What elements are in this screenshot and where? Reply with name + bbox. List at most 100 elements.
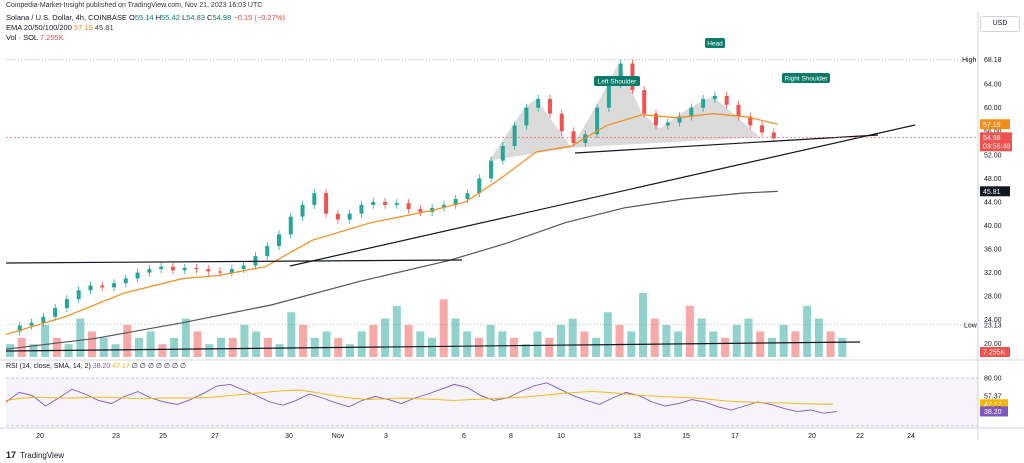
close-label: C [207, 13, 213, 22]
current-price-tag-bg [980, 132, 1012, 152]
candle-body [701, 98, 706, 108]
candle-body [477, 178, 482, 194]
price-tick-label: 24.00 [984, 317, 1002, 324]
volume-bar [41, 325, 50, 357]
annotation-box [594, 76, 640, 86]
candle-body [642, 90, 647, 114]
volume-bar [592, 337, 601, 357]
ema-fast-tag-bg [980, 119, 1010, 130]
volume-bar [767, 337, 776, 357]
annotation-box [782, 73, 830, 83]
rsi-label: RSI (14, close, SMA, 14, 2) [6, 363, 91, 370]
volume-value: 7.255K [39, 33, 64, 42]
candle-body [441, 204, 446, 208]
ema-slow-value: 45.81 [94, 23, 114, 32]
candle-body [654, 113, 658, 126]
candle-body [194, 267, 199, 270]
price-tick-label: 52.00 [984, 152, 1002, 159]
rsi-legend[interactable]: RSI (14, close, SMA, 14, 2) 38.20 47.17 … [6, 362, 186, 370]
volume-bar [814, 318, 823, 357]
resistance-trendline [5, 259, 463, 264]
volume-bar [299, 325, 308, 357]
candle-body [536, 98, 541, 108]
rsi-tick-label: 47.17 [984, 402, 1002, 409]
volume-bar [685, 305, 694, 357]
candle-body [276, 234, 281, 247]
ema-fast-value: 57.19 [73, 23, 93, 32]
rising-trendline [289, 124, 916, 267]
price-tick-label: 28.00 [984, 294, 1002, 301]
volume-bar [217, 337, 225, 357]
volume-bar [76, 318, 85, 357]
volume-bar [146, 331, 155, 357]
volume-bar [357, 331, 366, 357]
price-tick-label: 20.00 [984, 341, 1002, 348]
publisher-text: Coinpedia-Market-Insight published on Tr… [6, 2, 263, 9]
price-tick-label: 36.00 [984, 247, 1002, 254]
volume-bar [416, 331, 425, 357]
volume-bar [474, 337, 483, 357]
volume-bar [568, 318, 577, 357]
time-tick-label: 30 [285, 433, 293, 440]
vol-tag: 7.255K [983, 350, 1006, 357]
volume-bar [275, 344, 284, 357]
tradingview-logo-icon[interactable]: 17 [6, 450, 17, 460]
change-value: −0.15 (−0.27%) [233, 13, 286, 22]
candle-body [206, 269, 211, 272]
candle-body [335, 213, 340, 220]
symbol-title[interactable]: Solana / U.S. Dollar, 4h, COINBASE [6, 13, 127, 22]
volume-bar [603, 312, 612, 357]
time-tick-label: 22 [856, 433, 864, 440]
candle-body [465, 193, 470, 199]
candle-body [29, 322, 34, 326]
volume-bar [88, 331, 97, 357]
candle-body [689, 107, 694, 117]
candle-body [41, 316, 46, 323]
high-value: 55.42 [161, 13, 180, 22]
currency-button[interactable]: USD [980, 16, 1020, 32]
volume-bar [111, 344, 120, 357]
candle-body [453, 199, 458, 205]
volume-bar [826, 331, 835, 357]
ema-slow-tag: 45.81 [983, 189, 1001, 196]
volume-bar [322, 331, 331, 357]
ema-row[interactable]: EMA 20/50/100/200 57.19 45.81 [6, 23, 285, 33]
candle-body [559, 113, 564, 132]
candle-body [547, 98, 552, 114]
footer-brand[interactable]: TradingView [20, 450, 65, 460]
candle-body [677, 116, 682, 123]
ema-slow-line [5, 190, 778, 350]
candle-body [147, 269, 152, 273]
volume-trendline [5, 341, 861, 352]
price-tick-label: 60.00 [984, 105, 1002, 112]
volume-bar [439, 299, 448, 357]
time-tick-label: 25 [159, 433, 167, 440]
head-shoulders-pattern [489, 63, 761, 161]
candle-body [182, 267, 187, 271]
time-tick-label: 23 [112, 433, 120, 440]
candle-body [312, 193, 317, 205]
candle-body [500, 146, 505, 161]
candle-body [524, 107, 529, 126]
candle-body [288, 216, 293, 235]
price-tick-label: 56.00 [984, 129, 1002, 136]
rsi-empty-values: ∅ ∅ ∅ ∅ ∅ ∅ ∅ [131, 363, 187, 370]
time-tick-label: 13 [633, 433, 641, 440]
time-tick-label: 20 [808, 433, 816, 440]
volume-row[interactable]: Vol · SOL 7.255K [6, 33, 285, 43]
price-tick-label: 48.00 [984, 176, 1002, 183]
candle-body [771, 132, 776, 139]
candle-body [418, 209, 423, 212]
rsi-tick-label: 38.20 [984, 409, 1002, 416]
volume-bar [510, 337, 519, 357]
high-label: High [962, 57, 977, 64]
candle-body [170, 266, 175, 271]
candle-body [760, 125, 765, 133]
volume-bar [697, 318, 706, 357]
candle-body [135, 272, 140, 279]
time-tick-label: 6 [462, 433, 466, 440]
rsi-value: 38.20 [92, 363, 111, 370]
volume-bar [791, 331, 800, 357]
vol-tag-bg [980, 347, 1010, 357]
